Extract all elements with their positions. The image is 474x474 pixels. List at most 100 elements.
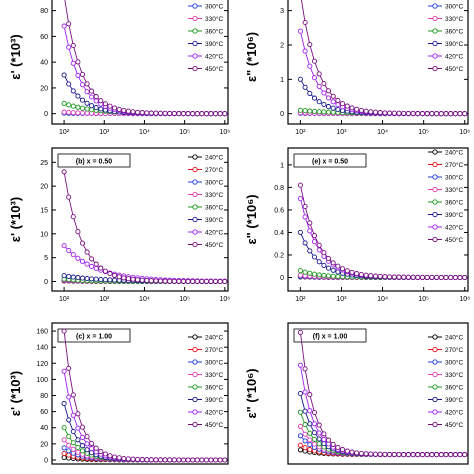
data-point (135, 109, 141, 115)
panel-label-text: (b) x = 0.50 (76, 159, 112, 166)
data-point (311, 108, 318, 114)
data-point (297, 268, 303, 274)
data-point (415, 274, 421, 280)
data-point (66, 442, 72, 448)
data-point (307, 220, 313, 226)
series-group (61, 0, 228, 117)
legend: 240°C 270°C 300°C 330°C 360°C 390°C 420°C 450°C (428, 333, 463, 429)
y-tick-label: 0 (280, 111, 284, 118)
legend-marker (192, 204, 198, 210)
legend-marker (432, 211, 438, 218)
data-point (297, 182, 303, 188)
legend-marker (432, 421, 438, 428)
data-point (222, 457, 228, 463)
data-point (176, 111, 182, 117)
data-point (321, 441, 327, 447)
data-point (70, 103, 76, 109)
data-point (448, 452, 454, 458)
data-point (185, 457, 191, 463)
data-point (325, 255, 332, 261)
data-point (419, 111, 426, 117)
legend-label: 300°C (205, 178, 223, 186)
data-point (419, 452, 426, 458)
data-point (335, 273, 341, 280)
data-point (391, 451, 397, 458)
x-tick-label: 10² (295, 129, 306, 136)
x-tick-label: 10⁴ (377, 129, 388, 136)
legend-label: 450°C (205, 421, 223, 429)
data-point (180, 457, 187, 463)
data-point (349, 105, 355, 111)
data-point (70, 392, 76, 398)
data-point (79, 258, 86, 264)
data-point (297, 329, 303, 335)
data-point (325, 88, 332, 94)
x-axis-ticks: 10² 10³ 10⁴ 10⁵ 10⁶ (59, 287, 230, 303)
legend-marker (432, 65, 438, 72)
data-point (190, 457, 196, 463)
data-point (321, 80, 327, 87)
data-point (75, 229, 81, 235)
data-point (75, 444, 81, 451)
data-point (125, 276, 131, 282)
legend-label: 450°C (445, 65, 463, 73)
data-point (79, 448, 86, 454)
data-point (349, 269, 355, 275)
y-tick-label: 100 (36, 377, 48, 384)
data-point (424, 274, 430, 280)
legend-label: 450°C (205, 241, 223, 249)
data-point (61, 368, 67, 374)
data-point (335, 106, 341, 113)
data-point (297, 107, 303, 113)
data-point (180, 111, 187, 117)
x-axis-ticks: 10² 10³ 10⁴ 10⁵ 10⁶ (59, 120, 230, 136)
legend-marker (432, 174, 438, 180)
x-tick-label: 10² (59, 129, 70, 136)
data-point (61, 401, 67, 407)
plot-frame (51, 0, 229, 125)
data-point (130, 276, 136, 282)
data-point (297, 423, 303, 429)
data-point (66, 81, 72, 87)
data-point (462, 452, 468, 458)
data-point (79, 105, 86, 111)
data-point (302, 389, 308, 395)
data-point (203, 278, 210, 284)
y-tick-label: 0.4 (274, 230, 284, 237)
y-tick-label: 0.8 (274, 185, 284, 192)
y-axis-label: ε' (*10³) (8, 197, 23, 242)
data-point (112, 277, 118, 283)
legend-label: 240°C (445, 148, 463, 156)
legend-label: 390°C (445, 211, 463, 219)
legend-label: 240°C (205, 153, 223, 161)
data-point (157, 278, 164, 284)
data-point (316, 247, 322, 253)
data-point (438, 452, 444, 458)
legend-marker (192, 371, 198, 378)
data-point (391, 110, 397, 116)
legend-label: 390°C (205, 396, 223, 404)
legend-label: 270°C (205, 346, 223, 354)
panel-c: 0 20 40 60 80 100 120 140 160 ε' (*10³) (c) x = 1.… (8, 322, 229, 465)
data-point (344, 448, 350, 454)
data-point (61, 455, 67, 461)
data-point (75, 437, 81, 443)
data-point (208, 457, 214, 463)
y-tick-label: 160 (36, 329, 48, 336)
data-point (84, 275, 90, 282)
data-point (98, 276, 104, 283)
data-point (349, 449, 355, 455)
data-point (372, 451, 379, 457)
legend-marker (192, 53, 198, 59)
data-point (176, 457, 182, 463)
x-tick-label: 10⁴ (377, 296, 388, 303)
data-point (162, 457, 168, 463)
legend-marker (432, 384, 438, 390)
data-point (167, 110, 173, 117)
data-point (330, 93, 336, 99)
data-point (93, 94, 99, 100)
data-point (325, 437, 332, 443)
x-tick-label: 10³ (99, 129, 110, 136)
data-point (84, 110, 90, 116)
legend-marker (192, 384, 198, 390)
